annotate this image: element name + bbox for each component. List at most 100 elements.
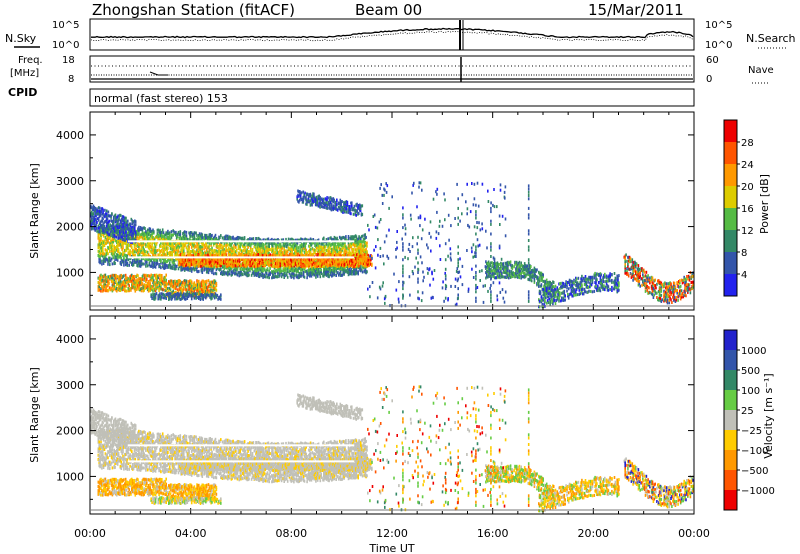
power-cell (248, 243, 250, 247)
power-cell (285, 269, 287, 272)
power-cell (211, 246, 213, 250)
power-cell (354, 248, 357, 252)
power-cell (240, 253, 243, 257)
power-cell (183, 235, 185, 238)
power-cell (274, 246, 277, 250)
power-cell (142, 262, 145, 266)
power-cell (142, 241, 145, 245)
power-cell (261, 269, 263, 273)
power-cell (152, 246, 154, 250)
power-cell (255, 248, 257, 252)
power-cell (107, 259, 109, 263)
power-cell (257, 268, 259, 272)
power-cell (241, 241, 243, 245)
power-cell (229, 262, 231, 266)
power-cell (139, 233, 142, 237)
power-cell (140, 246, 143, 250)
power-cell (142, 246, 145, 250)
power-cell (222, 245, 225, 249)
power-cell (294, 244, 296, 248)
power-cell (262, 266, 264, 270)
power-cell (330, 270, 332, 274)
power-cell (285, 237, 287, 241)
power-cell (171, 246, 174, 250)
power-cell (190, 242, 192, 246)
power-cell (237, 244, 240, 248)
power-cell (295, 240, 298, 244)
power-cell (149, 249, 152, 253)
power-cell (323, 268, 326, 271)
power-cell (231, 246, 233, 250)
power-cell (125, 240, 128, 244)
power-cell (95, 218, 97, 222)
power-cell (127, 247, 130, 251)
power-cell (316, 271, 319, 275)
power-cell (172, 229, 174, 233)
power-cell (212, 238, 215, 242)
power-cell (326, 196, 328, 200)
power-cell (227, 237, 229, 241)
power-cell (268, 242, 270, 246)
power-cell (362, 247, 365, 251)
power-cell (305, 238, 307, 242)
power-cell (247, 250, 249, 254)
power-cell (315, 244, 317, 248)
power-cell (175, 267, 177, 271)
power-cell (263, 238, 265, 242)
power-cell (218, 235, 220, 239)
power-cell (167, 259, 169, 262)
power-cell (169, 258, 172, 262)
power-cell (211, 264, 214, 268)
power-cell (115, 235, 118, 239)
power-cell (277, 246, 279, 250)
power-cell (218, 262, 221, 265)
power-cell (259, 238, 262, 242)
power-cell (221, 260, 223, 264)
power-cell (245, 250, 248, 254)
power-cell (104, 248, 107, 252)
power-cell (261, 258, 264, 262)
power-cell (159, 237, 161, 241)
power-cell (341, 273, 344, 277)
power-cell (356, 247, 359, 251)
power-cell (133, 258, 136, 262)
power-cell (306, 263, 308, 267)
power-cell (183, 252, 186, 256)
power-cell (230, 258, 233, 262)
power-cell (186, 237, 189, 241)
power-cell (254, 253, 257, 257)
power-cell (157, 235, 159, 239)
power-cell (198, 236, 201, 240)
power-cell (127, 256, 130, 260)
power-cell (204, 250, 206, 254)
power-cell (287, 237, 290, 241)
power-cell (182, 235, 184, 239)
power-cell (304, 270, 307, 274)
power-cell (280, 271, 283, 275)
power-cell (286, 270, 289, 274)
power-cell (296, 241, 299, 245)
power-cell (258, 267, 261, 270)
power-cell (96, 227, 98, 231)
power-cell (113, 244, 115, 248)
power-cell (196, 243, 198, 246)
power-cell (236, 258, 238, 262)
power-cell (353, 247, 355, 251)
power-cell (160, 260, 162, 264)
power-cell (201, 251, 204, 255)
power-cell (246, 260, 249, 263)
power-cell (180, 236, 182, 240)
power-cell (360, 243, 363, 246)
power-cell (343, 236, 345, 240)
power-cell (121, 243, 123, 247)
power-cell (153, 237, 155, 241)
power-cell (132, 234, 134, 237)
power-cell (191, 244, 194, 248)
power-cell (252, 264, 254, 268)
power-cell (127, 230, 130, 234)
power-cell (168, 257, 170, 261)
power-cell (260, 274, 263, 278)
power-cell (342, 272, 344, 276)
power-cell (240, 273, 242, 277)
power-cell (223, 258, 226, 262)
